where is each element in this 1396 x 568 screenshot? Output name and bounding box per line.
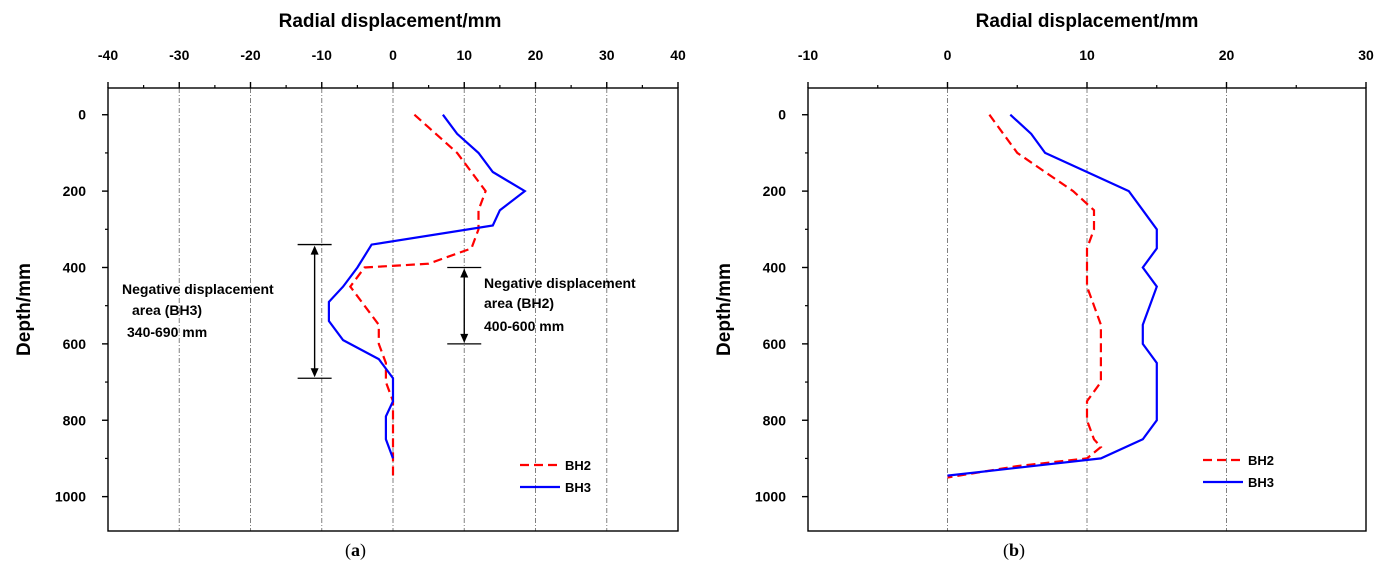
- annotation-text: area (BH2): [484, 295, 554, 311]
- x-tick-label: 30: [599, 47, 615, 63]
- x-tick-label: -30: [169, 47, 189, 63]
- series-line-bh2: [348, 113, 487, 478]
- y-tick-label: 0: [778, 107, 786, 123]
- x-tick-label: 10: [1079, 47, 1095, 63]
- x-axis-title: Radial displacement/mm: [279, 11, 502, 32]
- series-line-bh3: [327, 114, 527, 459]
- panel-label: (b): [1003, 540, 1025, 561]
- chart-a: -40 -30 -20 -10 0 10 20 30 4002004006008001000Ra…: [14, 11, 686, 561]
- annotation-text: 340-690 mm: [127, 324, 207, 340]
- y-tick-label: 800: [763, 412, 787, 428]
- x-tick-label: -20: [240, 47, 260, 63]
- y-axis-title: Depth/mm: [14, 263, 35, 356]
- annotation-arrowhead: [310, 245, 319, 255]
- x-tick-label: 0: [389, 47, 397, 63]
- legend-label-bh2: BH2: [1248, 453, 1274, 468]
- x-axis-title: Radial displacement/mm: [976, 11, 1199, 32]
- annotation-text: Negative displacement: [122, 281, 274, 297]
- annotation-arrowhead: [460, 333, 469, 343]
- y-axis-title: Depth/mm: [714, 263, 735, 356]
- x-tick-label: -10: [798, 47, 818, 63]
- y-tick-label: 800: [63, 412, 87, 428]
- annotation-arrowhead: [310, 368, 319, 378]
- annotation-text: area (BH3): [132, 302, 202, 318]
- x-tick-label: -40: [98, 47, 118, 63]
- annotation-text: 400-600 mm: [484, 318, 564, 334]
- series-line-bh3: [947, 113, 1159, 477]
- y-tick-label: 1000: [755, 489, 786, 505]
- legend-label-bh2: BH2: [565, 458, 591, 473]
- y-tick-label: 0: [78, 107, 86, 123]
- y-tick-label: 600: [763, 336, 787, 352]
- x-tick-label: 30: [1358, 47, 1374, 63]
- y-tick-label: 200: [763, 183, 787, 199]
- panel-label: (a): [345, 540, 366, 561]
- y-tick-label: 400: [763, 259, 787, 275]
- annotation-arrowhead: [460, 268, 469, 278]
- x-tick-label: -10: [312, 47, 332, 63]
- x-tick-label: 10: [456, 47, 472, 63]
- y-tick-label: 200: [63, 183, 87, 199]
- x-tick-label: 0: [944, 47, 952, 63]
- x-tick-label: 20: [528, 47, 544, 63]
- chart-b: -10 0 10 20 30 0 200 400 600 800 1000 Radial displa…: [714, 11, 1374, 561]
- series-line-bh2: [947, 114, 1103, 479]
- y-tick-label: 600: [63, 336, 87, 352]
- y-tick-label: 400: [63, 259, 87, 275]
- y-tick-label: 1000: [55, 489, 86, 505]
- legend-label-bh3: BH3: [565, 480, 591, 495]
- x-tick-label: 20: [1219, 47, 1235, 63]
- annotation-text: Negative displacement: [484, 275, 636, 291]
- x-tick-label: 40: [670, 47, 686, 63]
- legend-label-bh3: BH3: [1248, 475, 1274, 490]
